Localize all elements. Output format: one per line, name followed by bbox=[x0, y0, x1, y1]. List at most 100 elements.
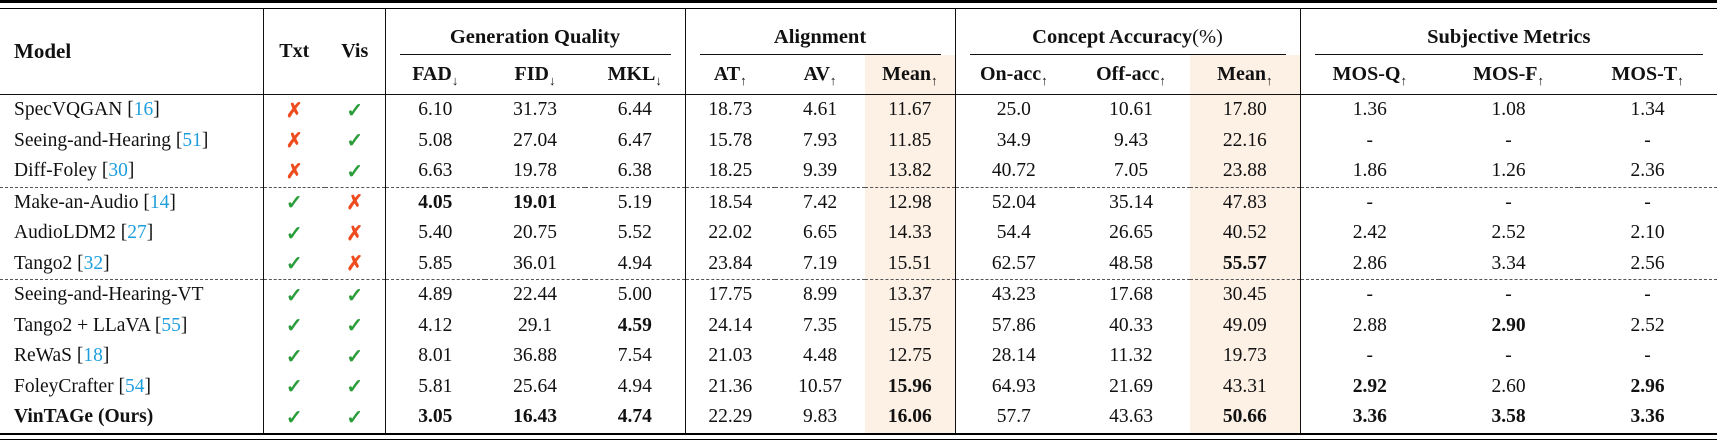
citation-link[interactable]: 30 bbox=[108, 160, 128, 182]
check-icon: ✓ bbox=[285, 376, 303, 399]
metric-value: 11.32 bbox=[1109, 345, 1153, 367]
metric-value: 49.09 bbox=[1190, 310, 1301, 341]
metric-value: 18.54 bbox=[684, 187, 775, 218]
metric-value: 57.86 bbox=[954, 310, 1073, 341]
up-arrow-icon: ↑ bbox=[1265, 72, 1273, 88]
txt-support-cell: ✗ bbox=[262, 125, 325, 156]
metric-value: - bbox=[1644, 129, 1651, 151]
citation-link[interactable]: 55 bbox=[161, 314, 181, 336]
up-arrow-icon: ↑ bbox=[1537, 72, 1545, 88]
metric-value: - bbox=[1299, 279, 1440, 311]
model-name: FoleyCrafter [54] bbox=[14, 375, 152, 397]
model-name: Seeing-and-Hearing [51] bbox=[14, 129, 209, 151]
metric-value: 9.43 bbox=[1113, 129, 1149, 151]
metric-value: 7.93 bbox=[802, 129, 838, 151]
check-icon: ✓ bbox=[346, 345, 364, 368]
metric-value: 2.86 bbox=[1299, 248, 1440, 280]
metric-value: 4.89 bbox=[384, 279, 485, 311]
group-label: Concept Accuracy(%) bbox=[969, 26, 1286, 55]
metric-value: 3.34 bbox=[1439, 248, 1579, 280]
metric-value: 2.92 bbox=[1299, 371, 1440, 402]
vis-support-cell: ✓ bbox=[325, 372, 385, 403]
metric-value: 4.05 bbox=[384, 187, 485, 218]
metric-value: 64.93 bbox=[954, 371, 1073, 402]
header-cols-row: FAD↓ FID↓ MKL↓ AT↑ AV↑ Mean↑ On-acc↑ Off… bbox=[0, 54, 1717, 95]
metric-value: 25.0 bbox=[954, 94, 1073, 126]
check-icon: ✓ bbox=[285, 253, 303, 276]
metric-value: 22.16 bbox=[1190, 125, 1301, 156]
metric-value: - bbox=[1505, 191, 1512, 213]
up-arrow-icon: ↑ bbox=[1041, 72, 1048, 88]
metric-value: 11.85 bbox=[865, 125, 956, 156]
results-table: Model Txt Vis Generation Quality Alignme… bbox=[0, 8, 1717, 435]
metric-value: 2.88 bbox=[1299, 310, 1440, 341]
col-header-concept-mean: Mean↑ bbox=[1190, 54, 1301, 95]
txt-support-cell: ✓ bbox=[262, 402, 325, 434]
table-row: Diff-Foley [30] ✗ ✓ 6.63 19.78 6.38 18.25 9.39 1… bbox=[0, 156, 1717, 188]
metric-value: 24.14 bbox=[684, 310, 775, 341]
metric-value: 22.44 bbox=[513, 284, 557, 306]
metric-value: 10.57 bbox=[798, 375, 842, 397]
citation-link[interactable]: 18 bbox=[83, 345, 103, 367]
txt-support-cell: ✓ bbox=[262, 279, 325, 311]
metric-value: 7.35 bbox=[802, 314, 838, 336]
down-arrow-icon: ↓ bbox=[451, 72, 459, 88]
metric-value: 7.54 bbox=[617, 345, 652, 367]
cross-icon: ✗ bbox=[346, 253, 364, 276]
vis-support-cell: ✗ bbox=[325, 187, 385, 218]
metric-value: 1.36 bbox=[1299, 94, 1440, 126]
metric-value: 5.52 bbox=[617, 222, 652, 244]
metric-value: 36.88 bbox=[513, 345, 557, 367]
metric-value: 36.01 bbox=[485, 248, 585, 280]
metric-value: - bbox=[1505, 129, 1512, 151]
metric-value: 48.58 bbox=[1072, 248, 1191, 280]
citation-link[interactable]: 32 bbox=[83, 252, 104, 274]
table-header: Model Txt Vis Generation Quality Alignme… bbox=[0, 8, 1717, 95]
model-name: Tango2 + LLaVA [55] bbox=[14, 314, 188, 336]
metric-value: 43.63 bbox=[1109, 406, 1153, 428]
metric-value: 16.06 bbox=[865, 402, 956, 434]
check-icon: ✓ bbox=[285, 345, 303, 368]
col-header-fad: FAD↓ bbox=[384, 54, 485, 95]
check-icon: ✓ bbox=[346, 376, 364, 399]
col-header-mos-q: MOS-Q↑ bbox=[1299, 54, 1440, 95]
group-header-alignment: Alignment bbox=[684, 8, 956, 55]
txt-support-cell: ✓ bbox=[262, 187, 325, 218]
group-label: Subjective Metrics bbox=[1314, 26, 1704, 55]
table-row: AudioLDM2 [27] ✓ ✗ 5.40 20.75 5.52 22.02 6.65 14… bbox=[0, 218, 1717, 249]
metric-value: 17.80 bbox=[1190, 94, 1301, 126]
check-icon: ✓ bbox=[346, 99, 364, 122]
check-icon: ✓ bbox=[285, 406, 303, 429]
metric-value: 6.38 bbox=[585, 156, 685, 188]
citation-link[interactable]: 54 bbox=[125, 375, 145, 397]
col-header-fid: FID↓ bbox=[485, 54, 585, 95]
metric-value: 18.25 bbox=[684, 156, 775, 188]
metric-value: 21.03 bbox=[684, 341, 775, 372]
metric-value: 3.36 bbox=[1630, 406, 1665, 428]
metric-value: 10.61 bbox=[1109, 99, 1153, 121]
citation-link[interactable]: 51 bbox=[182, 129, 202, 151]
vis-support-cell: ✓ bbox=[325, 402, 385, 434]
table-row: ReWaS [18] ✓ ✓ 8.01 36.88 7.54 21.03 4.48 12.75 2… bbox=[0, 341, 1717, 372]
citation-link[interactable]: 27 bbox=[127, 222, 147, 244]
txt-support-cell: ✓ bbox=[262, 341, 325, 372]
metric-value: 5.08 bbox=[384, 125, 485, 156]
group-header-subjective-metrics: Subjective Metrics bbox=[1299, 8, 1717, 55]
metric-value: 2.36 bbox=[1578, 156, 1717, 188]
metric-value: 19.73 bbox=[1190, 341, 1301, 372]
model-name: Seeing-and-Hearing-VT bbox=[14, 284, 204, 306]
col-header-av: AV↑ bbox=[775, 54, 865, 95]
metric-value: 4.61 bbox=[802, 99, 838, 121]
citation-link[interactable]: 16 bbox=[133, 99, 154, 121]
citation-link[interactable]: 14 bbox=[149, 191, 170, 213]
txt-support-cell: ✓ bbox=[262, 218, 325, 249]
metric-value: 34.9 bbox=[954, 125, 1073, 156]
metric-value: 2.10 bbox=[1630, 222, 1665, 244]
metric-value: - bbox=[1644, 345, 1651, 367]
metric-value: 1.26 bbox=[1439, 156, 1579, 188]
col-header-txt: Txt bbox=[262, 8, 325, 95]
metric-value: 13.82 bbox=[865, 156, 956, 188]
metric-value: 31.73 bbox=[513, 99, 557, 121]
model-name: ReWaS [18] bbox=[14, 345, 110, 367]
metric-value: 55.57 bbox=[1190, 248, 1301, 280]
